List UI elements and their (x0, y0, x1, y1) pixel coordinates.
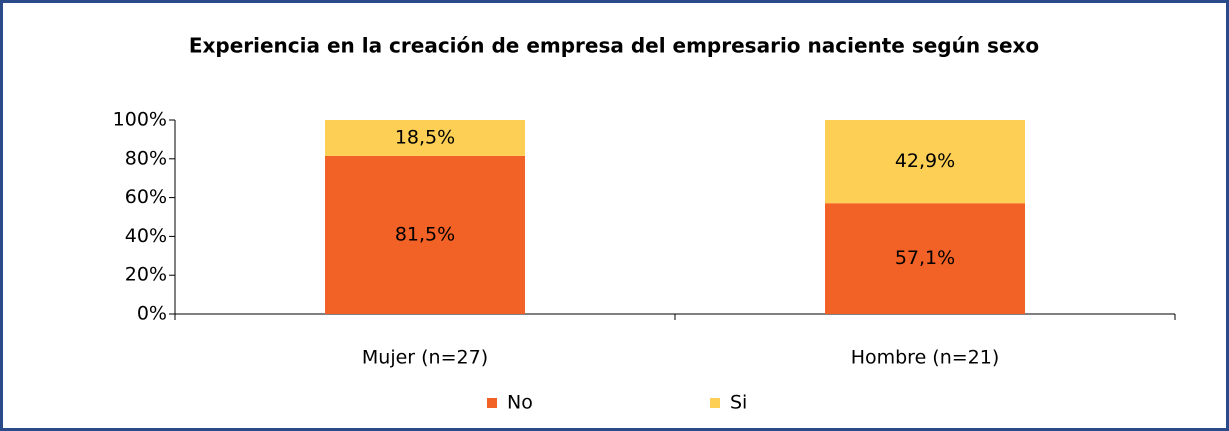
y-tick-label: 40% (125, 225, 167, 247)
x-tick-label: Mujer (n=27) (362, 347, 488, 369)
data-label: 57,1% (895, 247, 955, 269)
bar-segment (325, 120, 525, 156)
x-tick-label: Hombre (n=21) (851, 347, 1000, 369)
legend-swatch (487, 398, 497, 408)
y-tick-label: 100% (113, 109, 167, 131)
legend-label: No (507, 392, 533, 414)
y-tick-label: 0% (137, 303, 167, 325)
data-label: 18,5% (395, 126, 455, 148)
y-tick-label: 20% (125, 264, 167, 286)
y-tick-label: 60% (125, 186, 167, 208)
chart-title: Experiencia en la creación de empresa de… (189, 34, 1039, 58)
bar-segment (825, 203, 1025, 314)
data-label: 81,5% (395, 223, 455, 245)
y-tick-label: 80% (125, 147, 167, 169)
bar-segment (825, 120, 1025, 204)
legend-label: Si (730, 392, 747, 414)
legend-swatch (710, 398, 720, 408)
data-label: 42,9% (895, 150, 955, 172)
bar-segment (325, 155, 525, 314)
